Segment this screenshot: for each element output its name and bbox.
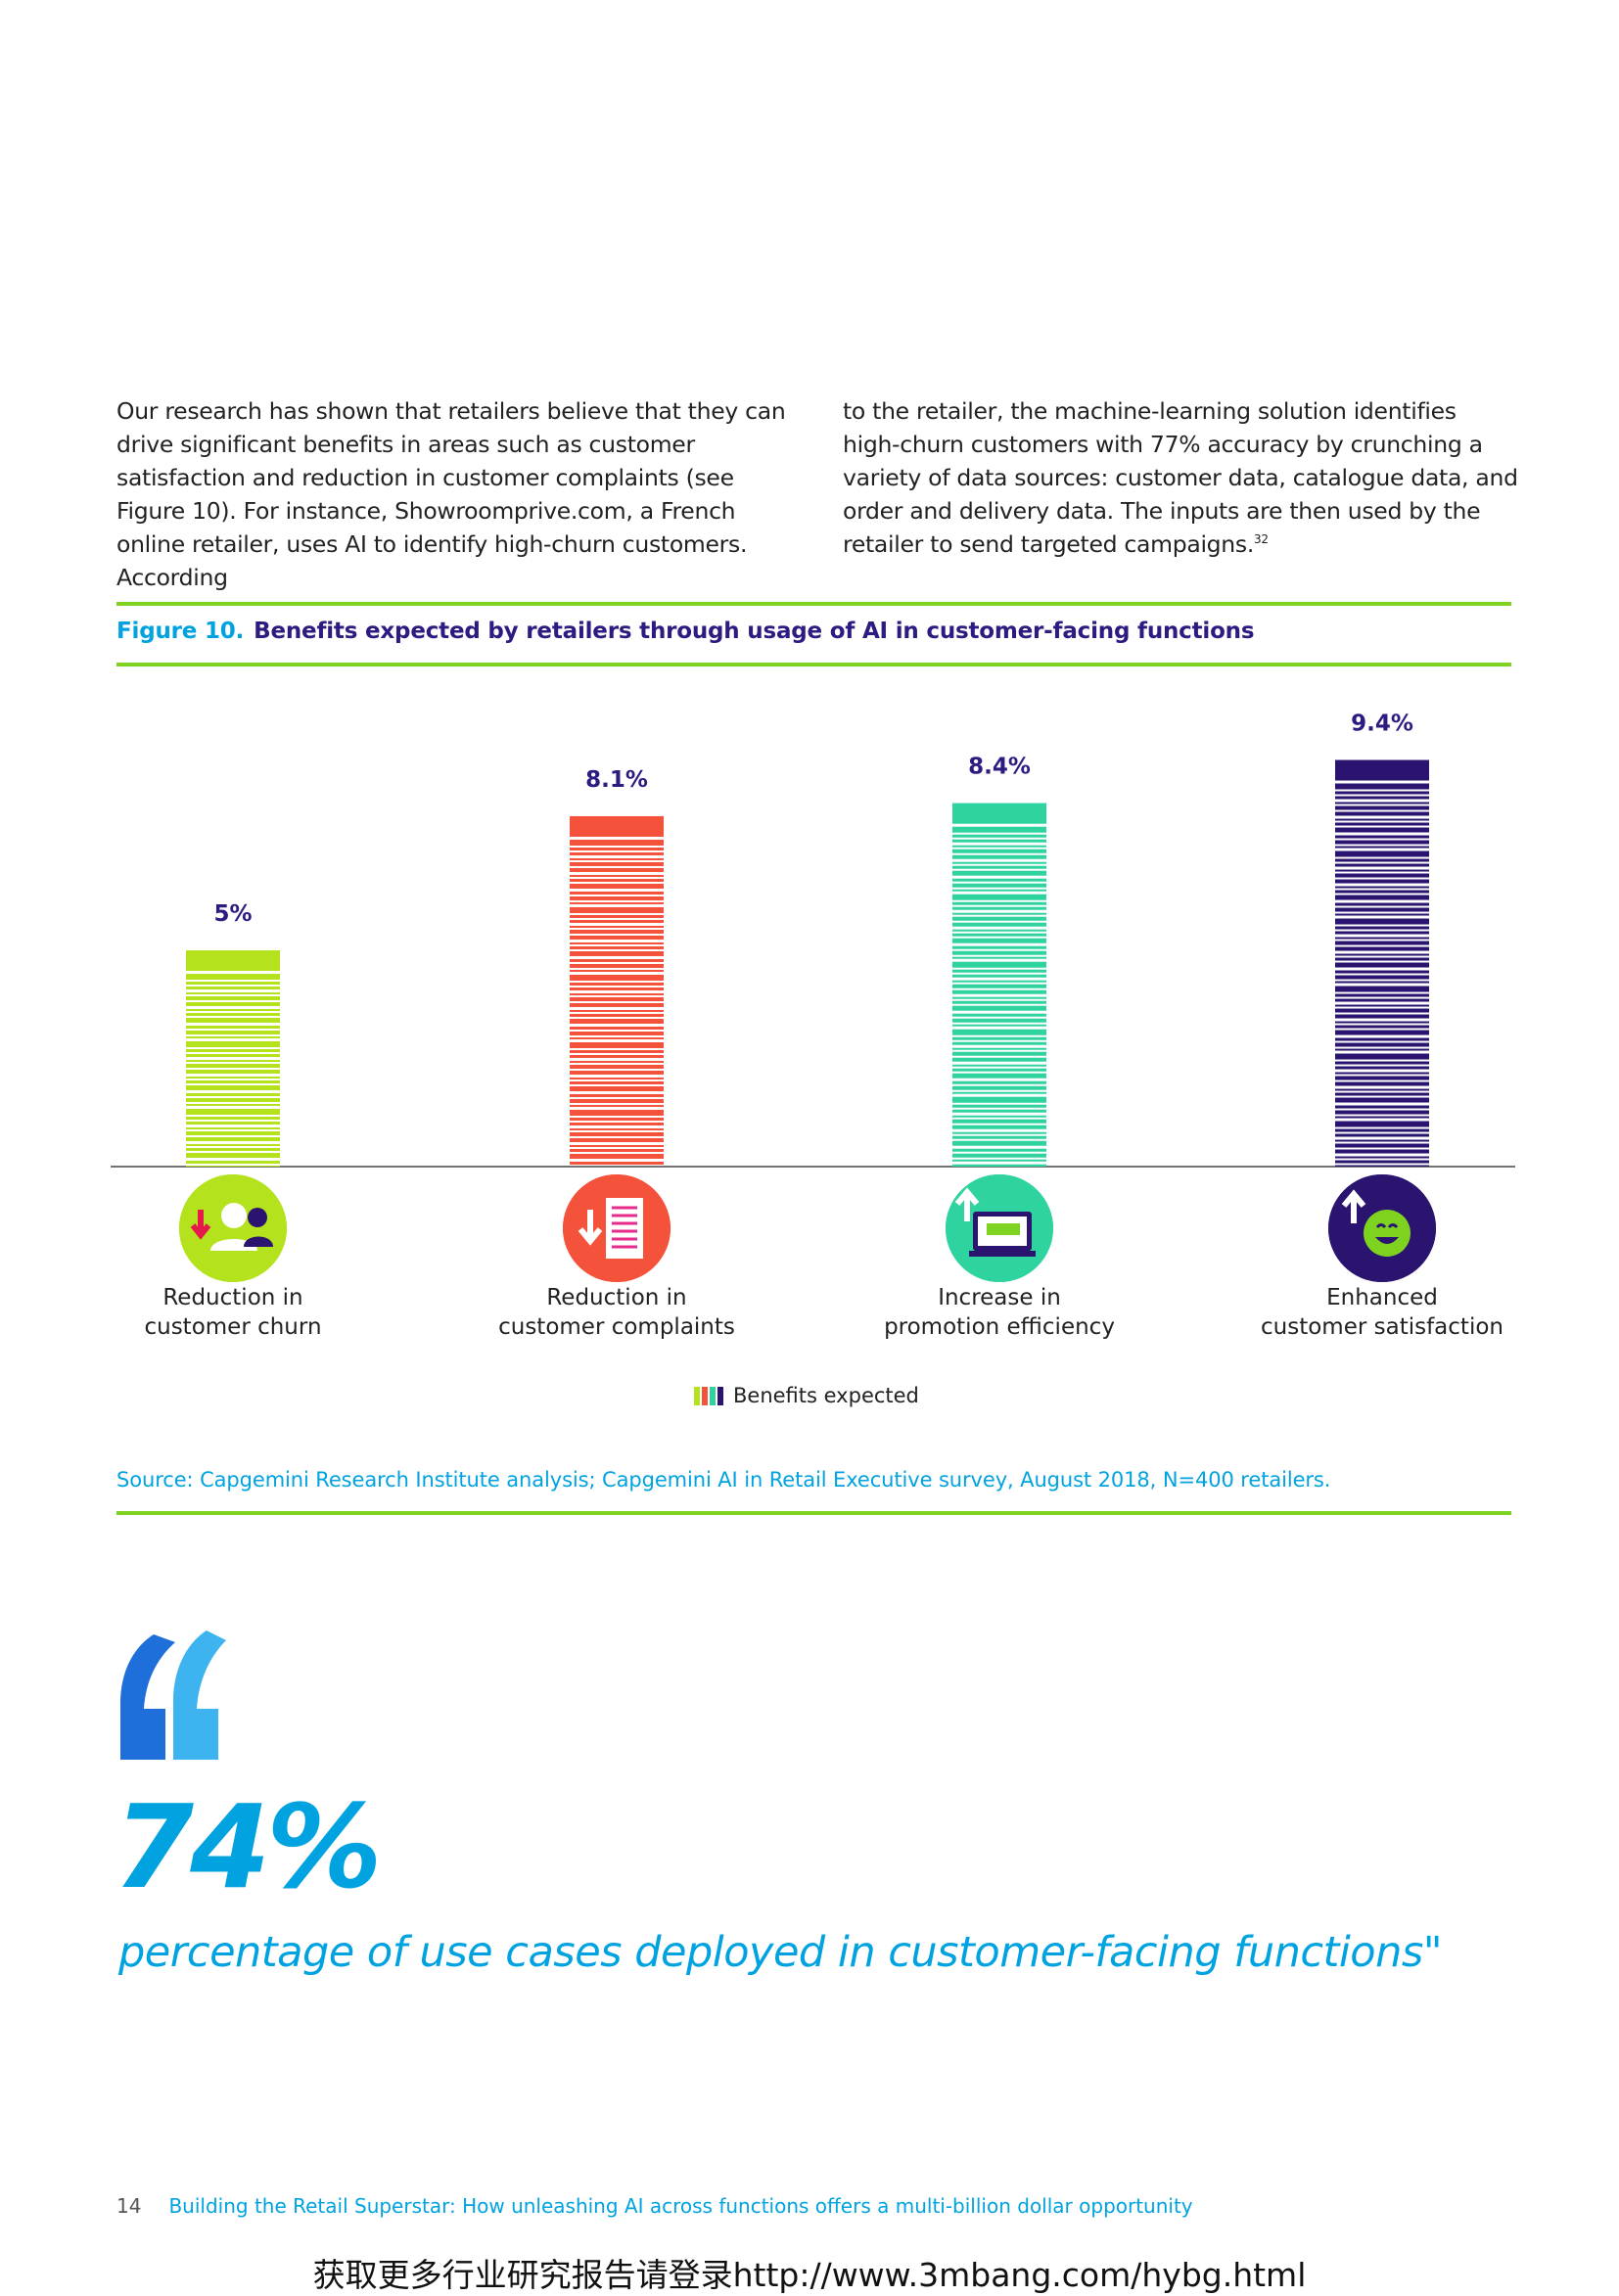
bar-3 <box>952 804 1046 1167</box>
highlight-caption: percentage of use cases deployed in cust… <box>118 1928 1442 1977</box>
category-label-3: Increase in promotion efficiency <box>853 1283 1146 1342</box>
figure-bottom-rule <box>116 1511 1511 1515</box>
footnote-reference: 32 <box>1254 532 1269 546</box>
value-label-4: 9.4% <box>1351 712 1413 737</box>
body-paragraph-right-text: to the retailer, the machine-learning so… <box>843 397 1518 558</box>
legend-swatch-bar-4 <box>717 1387 723 1405</box>
body-text-right-column: to the retailer, the machine-learning so… <box>843 394 1518 561</box>
category-label-1: Reduction in customer churn <box>86 1283 380 1342</box>
people-arrow-down-icon <box>179 1174 287 1282</box>
page-number: 14 <box>116 2194 141 2218</box>
legend-swatch-bar-3 <box>710 1387 716 1405</box>
legend-swatch <box>694 1387 725 1405</box>
chart-legend: Benefits expected <box>694 1384 919 1407</box>
smiley-arrow-up-icon <box>1328 1174 1436 1282</box>
bar-1 <box>186 950 280 1167</box>
figure-source: Source: Capgemini Research Institute ana… <box>116 1468 1330 1492</box>
quote-mark-icon <box>115 1627 227 1764</box>
figure-title-text: Benefits expected by retailers through u… <box>254 619 1254 644</box>
body-text-left-column: Our research has shown that retailers be… <box>116 394 792 594</box>
document-arrow-down-icon <box>563 1174 671 1282</box>
bar-2 <box>570 816 664 1167</box>
bar-4 <box>1335 760 1429 1167</box>
body-paragraph-left: Our research has shown that retailers be… <box>116 394 792 594</box>
figure-number: Figure 10. <box>116 619 244 644</box>
legend-swatch-bar-1 <box>694 1387 700 1405</box>
page-footer: 14 Building the Retail Superstar: How unl… <box>116 2194 1193 2218</box>
highlight-statistic: 74% <box>114 1789 378 1905</box>
figure-title: Figure 10. Benefits expected by retailers… <box>116 619 1254 644</box>
value-label-1: 5% <box>213 901 252 927</box>
screen-arrow-up-icon <box>946 1174 1053 1282</box>
category-label-4: Enhanced customer satisfaction <box>1235 1283 1529 1342</box>
footer-report-title: Building the Retail Superstar: How unlea… <box>168 2194 1192 2218</box>
figure-title-rule <box>116 663 1511 666</box>
figure-top-rule <box>116 602 1511 606</box>
body-paragraph-right: to the retailer, the machine-learning so… <box>843 394 1518 561</box>
legend-label: Benefits expected <box>733 1384 919 1407</box>
value-label-2: 8.1% <box>585 767 648 793</box>
legend-swatch-bar-2 <box>702 1387 708 1405</box>
category-label-2: Reduction in customer complaints <box>470 1283 763 1342</box>
value-label-3: 8.4% <box>968 755 1031 780</box>
